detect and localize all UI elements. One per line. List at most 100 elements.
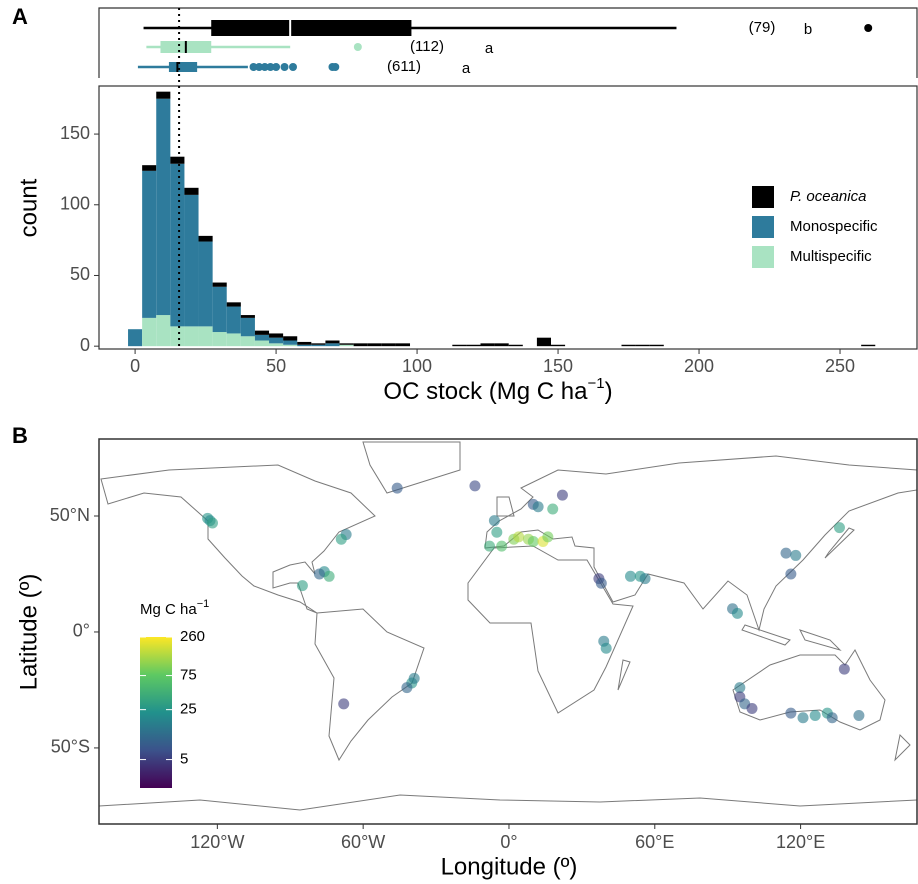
site-point — [488, 515, 500, 527]
x-tick-label: 60°W — [341, 832, 385, 852]
y-tick-label: 150 — [60, 123, 90, 143]
site-point — [313, 568, 325, 580]
bar-segment — [240, 315, 255, 318]
bar-segment — [240, 317, 255, 337]
x-tick-label: 200 — [684, 356, 714, 376]
y-tick-label: 100 — [60, 194, 90, 214]
colorbar-title-sup: −1 — [197, 598, 210, 610]
site-point — [556, 489, 568, 501]
bar-segment — [198, 235, 213, 242]
site-point — [734, 682, 746, 694]
y-axis-title: count — [15, 178, 42, 237]
box — [211, 20, 412, 36]
site-point — [600, 642, 612, 654]
bar-segment — [142, 165, 157, 171]
panel-label: A — [12, 4, 28, 29]
outlier — [255, 63, 264, 71]
bar-segment — [635, 344, 650, 347]
site-point — [532, 501, 544, 513]
colorbar-label: 5 — [180, 751, 188, 768]
bar-segment — [156, 315, 171, 347]
site-point — [335, 533, 347, 545]
outlier — [864, 24, 873, 32]
site-point — [401, 682, 413, 694]
legend-swatch — [752, 246, 774, 268]
bar-segment — [226, 333, 241, 347]
site-point — [624, 570, 636, 582]
site-point — [809, 709, 821, 721]
coastline — [732, 649, 886, 731]
bar-segment — [254, 334, 270, 341]
bar-segment — [325, 340, 340, 344]
coastlines — [98, 441, 918, 811]
x-tick-label: 120°E — [776, 832, 825, 852]
x-tick-label: 120°W — [190, 832, 244, 852]
site-point — [838, 663, 850, 675]
site-point — [338, 698, 350, 710]
bar-segment — [311, 344, 326, 347]
bar-segment — [254, 340, 270, 347]
bar-segment — [494, 343, 509, 347]
site-point — [785, 568, 797, 580]
bar-segment — [212, 286, 227, 333]
outlier — [266, 63, 275, 71]
site-point — [547, 503, 559, 515]
bar-segment — [452, 344, 467, 347]
site-point — [484, 540, 496, 552]
sample-size: (112) — [410, 38, 444, 55]
coastline — [496, 496, 911, 762]
colorbar-title-text: Mg C ha — [140, 601, 197, 618]
x-axis-title-text: OC stock (Mg C ha — [383, 378, 588, 405]
colorbar — [140, 637, 172, 788]
y-tick-label: 0 — [80, 335, 90, 355]
bar-segment — [297, 341, 312, 345]
bar-segment — [156, 98, 171, 316]
site-point — [469, 480, 481, 492]
bar-segment — [142, 170, 157, 318]
site-point — [826, 712, 838, 724]
x-axis-title-sup: −1 — [587, 375, 604, 392]
bar-segment — [325, 343, 340, 347]
site-point — [206, 517, 218, 529]
coastline — [362, 441, 461, 494]
x-tick-label: 150 — [543, 356, 573, 376]
site-point — [797, 712, 809, 724]
bar-segment — [170, 163, 185, 327]
outlier — [249, 63, 258, 71]
site-point — [513, 531, 525, 543]
outlier — [331, 63, 340, 71]
site-point — [731, 607, 743, 619]
y-axis-title: Latitude (º) — [15, 574, 42, 691]
bar-segment — [184, 194, 199, 327]
x-tick-label: 100 — [402, 356, 432, 376]
bar-segment — [353, 343, 368, 347]
bar-segment — [480, 343, 495, 347]
outlier — [288, 63, 297, 71]
legend-label: Monospecific — [790, 218, 878, 235]
bar-segment — [339, 344, 354, 347]
bar-segment — [226, 306, 241, 334]
bar-segment — [536, 337, 552, 347]
group-letter: a — [462, 60, 471, 77]
bar-segment — [142, 317, 157, 347]
bar-segment — [198, 326, 213, 347]
site-point — [408, 672, 420, 684]
bar-segment — [311, 343, 326, 345]
bar-segment — [226, 302, 241, 307]
bar-segment — [269, 343, 284, 347]
bar-segment — [212, 332, 227, 347]
panel-frame — [98, 7, 918, 78]
x-axis-title-end: ) — [605, 378, 613, 405]
bar-segment — [198, 241, 213, 327]
site-point — [853, 709, 865, 721]
bar-segment — [170, 156, 185, 164]
bar-segment — [212, 282, 227, 287]
site-point — [785, 707, 797, 719]
outlier — [280, 63, 289, 71]
y-tick-label: 0° — [73, 621, 90, 641]
bar-segment — [283, 340, 298, 345]
colorbar-title: Mg C ha−1 — [140, 598, 209, 618]
site-point — [491, 526, 503, 538]
bar-segment — [395, 343, 411, 347]
